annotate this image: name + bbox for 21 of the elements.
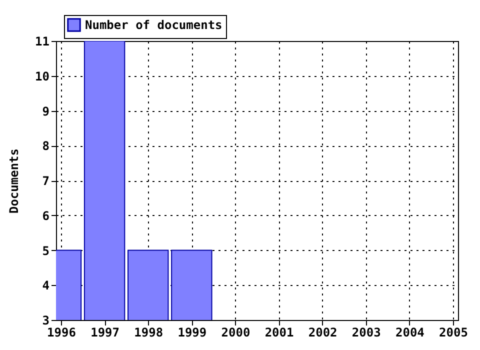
y-tick-label: 10 <box>35 69 50 84</box>
y-tick-label: 11 <box>35 34 50 48</box>
y-tick-label: 4 <box>42 278 50 293</box>
x-tick-label: 2004 <box>395 326 424 340</box>
y-tick-label: 6 <box>42 208 50 223</box>
y-tick-label: 7 <box>42 174 50 188</box>
y-tick-label: 8 <box>42 139 50 154</box>
y-tick-label: 3 <box>42 314 50 328</box>
y-tick-label: 5 <box>42 244 50 258</box>
x-tick-label: 1997 <box>90 326 120 340</box>
x-tick-label: 1998 <box>134 326 164 340</box>
x-tick-label: 2003 <box>352 326 381 340</box>
x-tick-label: 2001 <box>264 326 294 340</box>
y-tick-label: 9 <box>42 104 50 118</box>
x-tick-label: 2005 <box>439 326 468 340</box>
legend-label: Number of documents <box>85 18 222 32</box>
x-tick-label: 1999 <box>178 326 207 340</box>
x-tick-label: 2000 <box>221 326 250 340</box>
y-axis-title: Documents <box>7 148 22 214</box>
x-tick-label: 1996 <box>47 326 76 340</box>
x-tick-label: 2002 <box>308 326 338 340</box>
